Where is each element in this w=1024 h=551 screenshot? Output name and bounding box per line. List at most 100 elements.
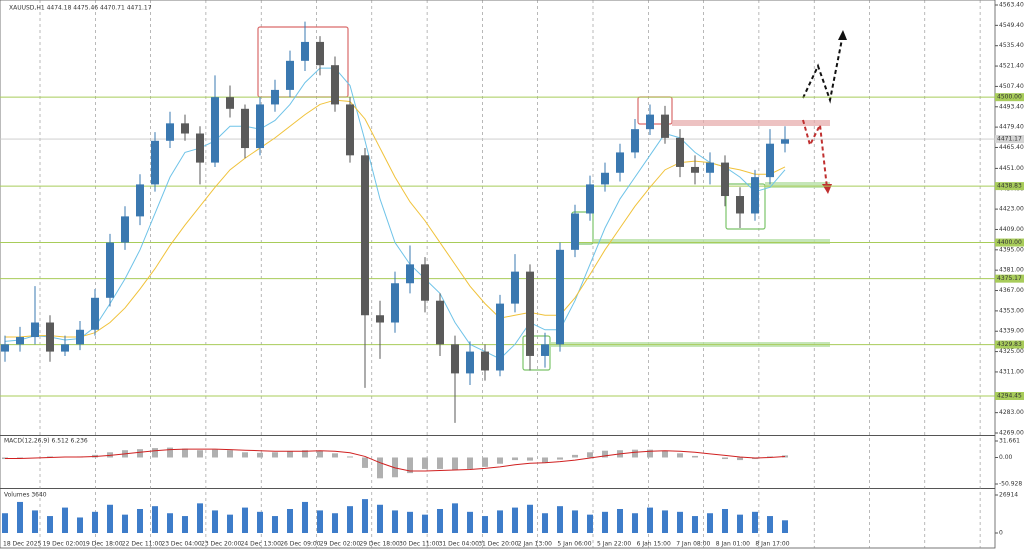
macd-bar [212, 449, 218, 458]
support-zone [765, 182, 830, 188]
y-tick-label: 4325.00 [999, 348, 1024, 355]
x-tick-label: 19 Dec 18:00 [82, 541, 123, 548]
candle-body [436, 300, 444, 345]
candle-body [286, 60, 294, 90]
volume-bar [692, 516, 698, 533]
x-tick-label: 24 Dec 13:00 [241, 541, 282, 548]
macd-title: MACD(12,26,9) 6.512 6.236 [4, 438, 88, 445]
y-tick-label: 4395.00 [999, 246, 1024, 253]
y-tick-label: 4311.00 [999, 368, 1024, 375]
macd-bar [482, 457, 488, 467]
volume-bar [182, 516, 188, 533]
volume-bar [2, 513, 8, 533]
candle-body [1, 344, 9, 352]
x-tick-label: 30 Dec 11:00 [399, 541, 440, 548]
volume-bar [167, 513, 173, 533]
y-tick-label: 4353.00 [999, 307, 1024, 314]
candle-body [601, 172, 609, 185]
macd-bar [137, 449, 143, 458]
volume-bar [497, 510, 503, 533]
x-tick-label: 23 Dec 20:00 [201, 541, 242, 548]
x-tick-label: 26 Dec 09:00 [280, 541, 321, 548]
candle-body [646, 114, 654, 130]
macd-bar [767, 456, 773, 458]
level-tag [995, 274, 1024, 283]
volume-bar [302, 501, 308, 533]
moving-average [5, 99, 786, 338]
plot-frame [0, 0, 996, 549]
candle-body [721, 162, 729, 197]
x-tick-label: 31 Dec 04:00 [439, 541, 480, 548]
volume-bar [362, 499, 368, 533]
candle-body [616, 152, 624, 173]
macd-bar [182, 448, 188, 458]
y-tick-label: 0 [999, 530, 1003, 537]
macd-bar [272, 452, 278, 458]
candle-body [391, 283, 399, 323]
candle-body [196, 133, 204, 163]
candle-body [586, 184, 594, 214]
x-tick-label: 6 Jan 15:00 [637, 541, 671, 548]
bearish-path [802, 119, 828, 189]
volume-bar [347, 506, 353, 533]
macd-bar [287, 451, 293, 458]
volume-bar [107, 504, 113, 533]
macd-bar [512, 457, 518, 461]
candle-body [256, 104, 264, 149]
level-label: 4375.17 [997, 275, 1022, 282]
x-tick-label: 19 Dec 02:00 [43, 541, 84, 548]
candle-body [661, 114, 669, 138]
arrow-head [838, 30, 847, 40]
candle-body [751, 177, 759, 214]
bullish-path [802, 33, 844, 104]
volume-bar [92, 511, 98, 533]
volume-bar [737, 514, 743, 533]
macd-bar [662, 450, 668, 458]
candle-body [571, 213, 579, 250]
candle-body [346, 104, 354, 156]
candle-body [706, 162, 714, 173]
candle-body [691, 166, 699, 173]
x-tick-label: 29 Dec 02:00 [320, 541, 361, 548]
volume-bar [452, 503, 458, 533]
volume-bar [122, 514, 128, 533]
y-tick-label: 4479.40 [999, 124, 1024, 131]
candle-body [451, 344, 459, 374]
y-tick-label: 4423.00 [999, 206, 1024, 213]
y-tick-label: 4521.40 [999, 63, 1024, 70]
macd-bar [467, 457, 473, 469]
volume-bar [767, 516, 773, 533]
x-tick-label: 22 Dec 11:00 [122, 541, 163, 548]
x-tick-label: 5 Jan 22:00 [597, 541, 631, 548]
candle-body [31, 322, 39, 338]
y-tick-label: 4549.40 [999, 22, 1024, 29]
candle-body [226, 97, 234, 109]
candle-body [541, 344, 549, 356]
macd-bar [362, 457, 368, 468]
macd-bar [302, 450, 308, 458]
chart-title: XAUUSD,H1 4474.18 4475.46 4470.71 4471.1… [9, 5, 152, 12]
current-price-label: 4471.17 [997, 136, 1022, 143]
volume-bar [47, 516, 53, 533]
volume-bar [62, 507, 68, 533]
macd-bar [632, 449, 638, 458]
macd-bar [572, 454, 578, 458]
y-tick-label: 4269.00 [999, 430, 1024, 437]
volume-bar [32, 510, 38, 533]
macd-bar [242, 452, 248, 458]
candle-body [466, 351, 474, 374]
candle-body [361, 155, 369, 316]
support-box [725, 183, 766, 230]
support-zone [593, 239, 830, 244]
y-tick-label: 26914 [999, 492, 1018, 499]
volume-bar [137, 508, 143, 533]
x-tick-label: 31 Dec 20:00 [478, 541, 519, 548]
macd-bar [167, 447, 173, 458]
level-label: 4400.00 [997, 239, 1022, 246]
y-tick-label: -50.928 [999, 481, 1022, 488]
macd-bar [497, 457, 503, 464]
candle-body [406, 264, 414, 284]
volume-bar [617, 508, 623, 533]
volume-bar [287, 508, 293, 533]
volume-bar [752, 511, 758, 533]
